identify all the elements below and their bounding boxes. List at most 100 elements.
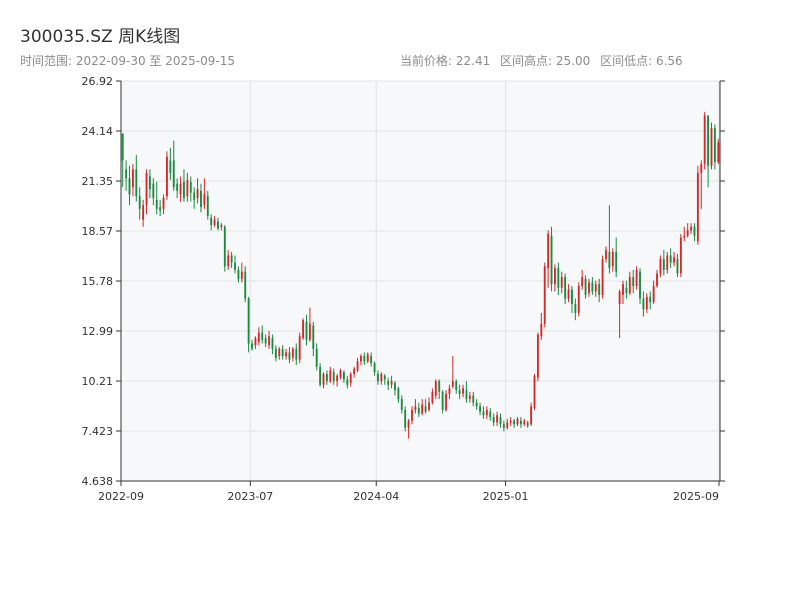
candle (411, 406, 413, 425)
candle-body (455, 381, 458, 391)
candle-body (656, 273, 658, 287)
candle-body (615, 251, 618, 272)
candle (135, 154, 138, 202)
candle-body (588, 282, 590, 294)
candle-body (312, 325, 315, 349)
candle-body (601, 259, 604, 295)
candle (533, 373, 536, 410)
candle-body (441, 391, 444, 410)
candle (523, 418, 526, 427)
candle (288, 347, 291, 364)
candle-body (366, 354, 369, 362)
candle (472, 391, 475, 407)
candle (223, 224, 226, 272)
candle (690, 223, 693, 234)
candle-body (261, 332, 264, 340)
candle (138, 187, 141, 220)
candle-body (291, 348, 294, 358)
candle-body (186, 180, 189, 197)
candle-body (707, 115, 710, 166)
candle-body (387, 381, 390, 385)
candle-body (489, 411, 492, 418)
candle-body (526, 422, 529, 427)
candle (213, 215, 216, 227)
y-tick-label: 21.35 (82, 175, 114, 188)
candle (451, 356, 454, 389)
candle-body (472, 395, 475, 403)
candle (468, 391, 471, 403)
candle-body (254, 338, 257, 346)
x-axis-ticks: 2022-09 2023-07 2024-04 2025-01 2025-09 (98, 481, 720, 503)
candle-body (550, 235, 553, 285)
candle-body (557, 268, 560, 288)
x-tick-label: 2024-04 (353, 490, 399, 503)
candle (319, 363, 322, 387)
candle-body (308, 323, 311, 340)
candle (666, 251, 669, 274)
candle (649, 291, 652, 310)
y-tick-label: 15.78 (82, 275, 114, 288)
candle (519, 417, 522, 428)
candle (155, 181, 158, 215)
candle-body (223, 226, 226, 267)
candle (659, 255, 662, 278)
candle (693, 223, 696, 242)
candle (611, 248, 614, 272)
candle-body (196, 189, 199, 199)
candle (322, 372, 325, 389)
candle-body (183, 181, 185, 199)
candle (605, 246, 607, 263)
candle (635, 266, 638, 290)
candle-body (591, 282, 594, 292)
candle (571, 286, 573, 313)
candle (618, 289, 621, 339)
candle-body (479, 406, 481, 412)
candle-body (234, 262, 236, 270)
candle-body (428, 402, 430, 410)
candle-body (564, 277, 567, 299)
candle-body (594, 284, 597, 292)
candle (400, 395, 403, 414)
candle (622, 280, 624, 304)
candle (261, 325, 264, 344)
candle (217, 217, 219, 231)
candle-body (135, 169, 138, 197)
candle-body (227, 255, 230, 267)
candle (308, 307, 311, 342)
candle-body (649, 296, 652, 303)
candle-body (536, 334, 539, 378)
candle (315, 343, 318, 371)
y-axis-ticks: 4.638 7.423 10.21 12.99 15.78 18.57 21.35 24.14… (82, 75, 725, 488)
candle (700, 160, 703, 209)
candle-body (547, 233, 550, 269)
candle-body (240, 271, 243, 279)
candle (271, 334, 274, 355)
candle-body (690, 226, 693, 231)
candle-body (710, 128, 713, 166)
candle (237, 266, 240, 283)
candle-body (632, 277, 635, 287)
candle (591, 277, 594, 295)
candle-body (540, 323, 543, 337)
candle (506, 418, 509, 430)
candle-body (567, 289, 570, 299)
candle (615, 237, 618, 278)
candle-body (673, 257, 675, 263)
candle (159, 199, 162, 216)
candle (234, 255, 236, 274)
candle-body (271, 338, 274, 349)
y-tick-label: 24.14 (82, 125, 114, 138)
candle-body (298, 336, 301, 360)
candle (264, 334, 267, 348)
candle-body (411, 409, 413, 421)
candle-body (251, 343, 253, 349)
candle (676, 253, 679, 278)
candle (601, 255, 604, 299)
candle-body (131, 169, 134, 188)
candle-body (315, 348, 318, 367)
price-stats: 当前价格: 22.41 区间高点: 25.00 区间低点: 6.56 (400, 52, 689, 69)
candle (543, 262, 546, 328)
candle-body (574, 303, 577, 313)
candle-body (217, 221, 219, 229)
candle (329, 366, 332, 383)
